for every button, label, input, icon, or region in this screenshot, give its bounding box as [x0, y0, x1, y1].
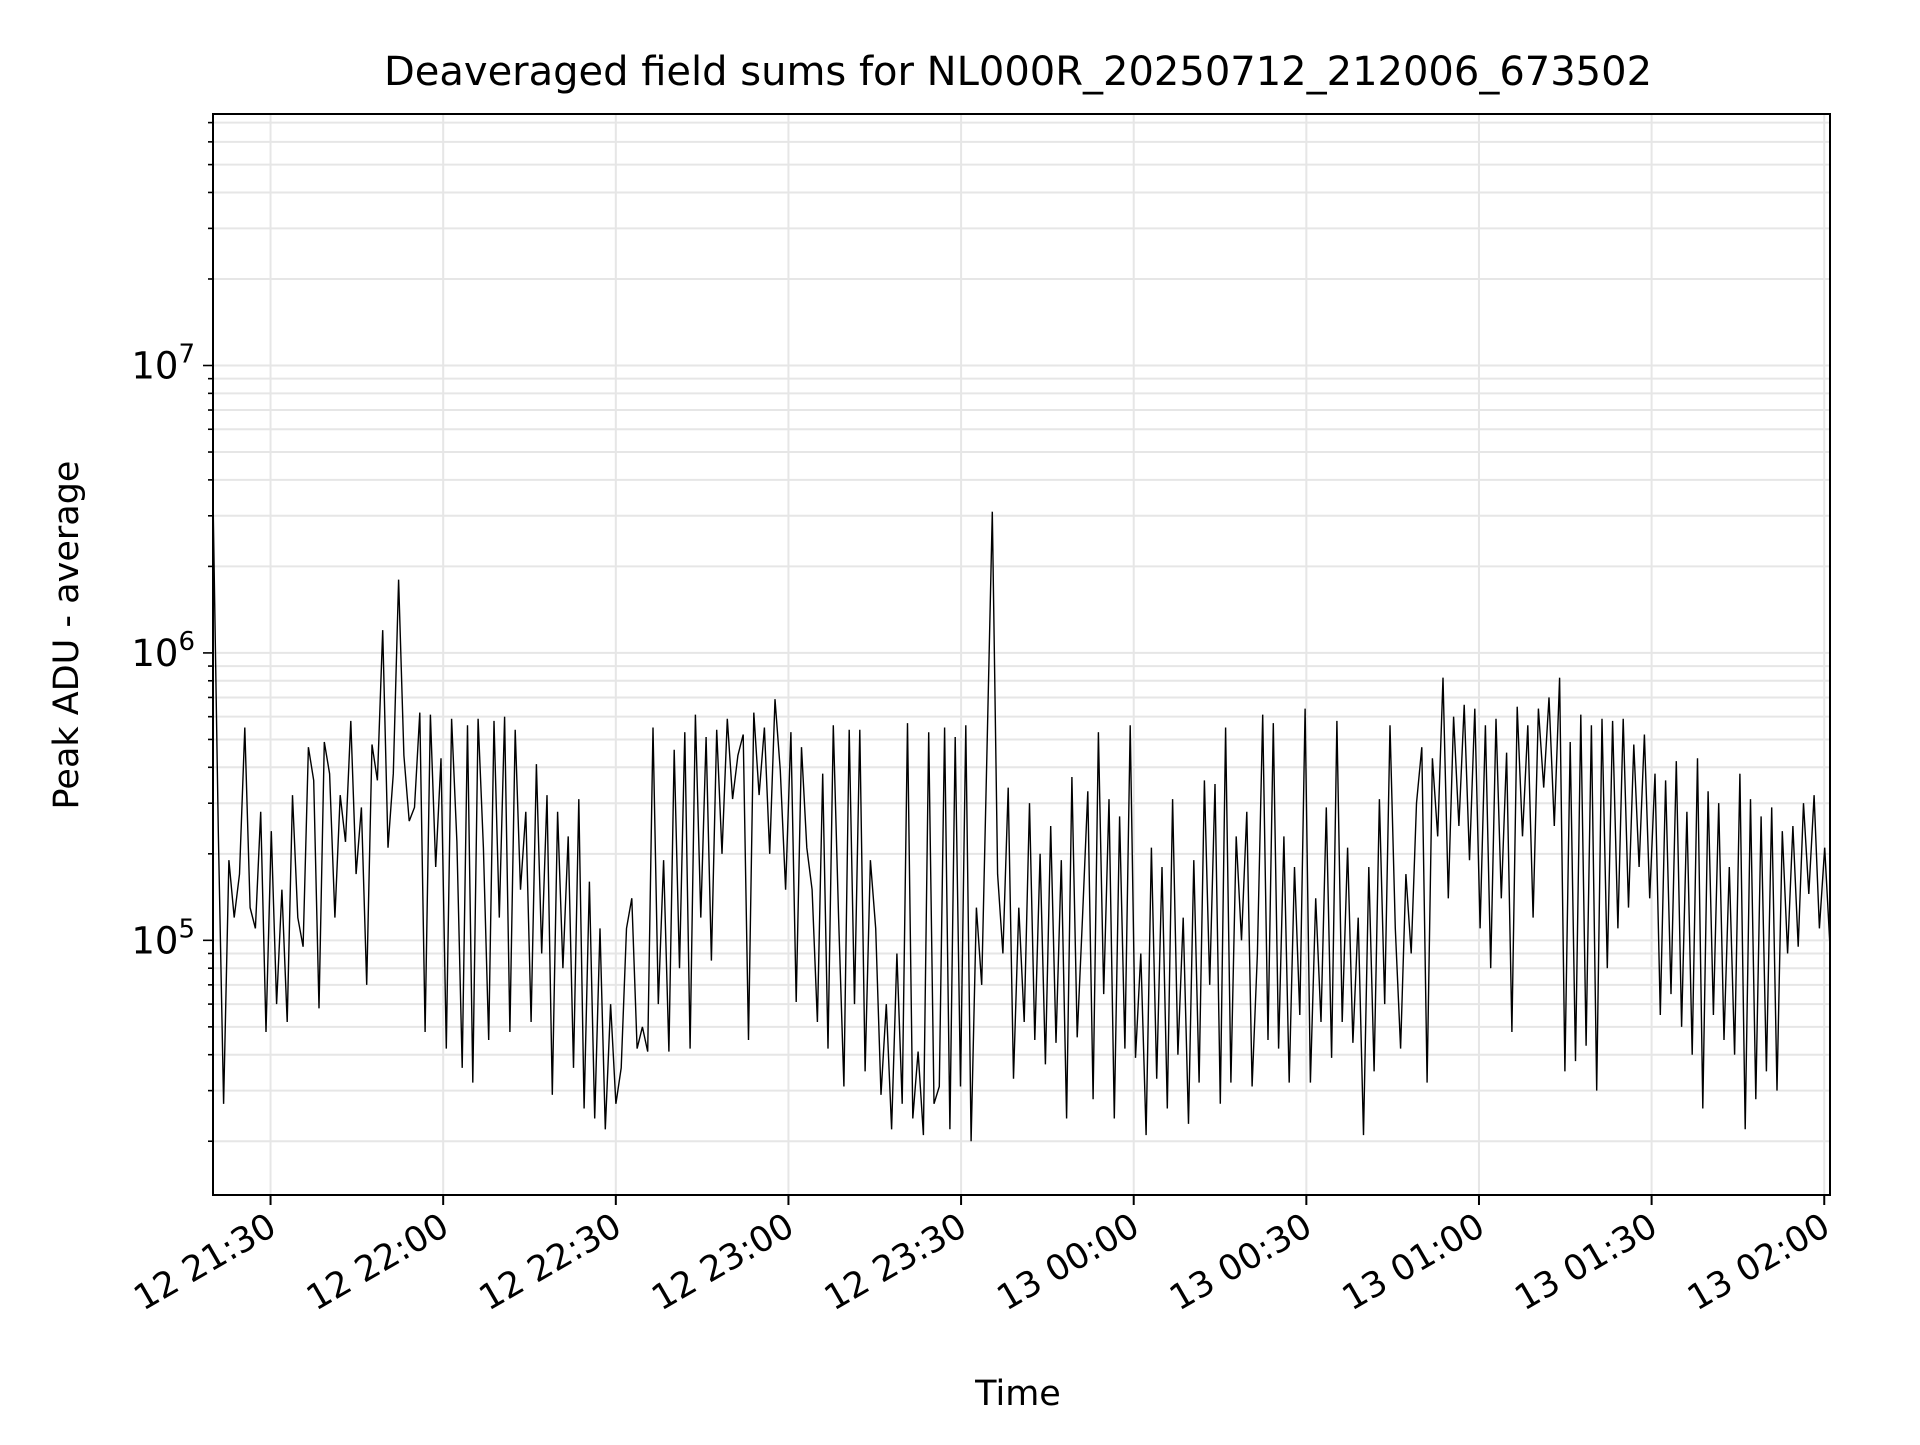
y-tick-label: 106 [131, 627, 195, 675]
series-layer [212, 496, 1831, 1142]
grid-layer [213, 114, 1830, 1195]
y-axis-label: Peak ADU - average [47, 461, 87, 810]
chart-title: Deaveraged field sums for NL000R_2025071… [384, 49, 1652, 95]
y-tick-base: 10 [131, 919, 178, 962]
y-tick-label: 105 [131, 914, 195, 962]
series-line [212, 496, 1831, 1142]
y-tick-exponent: 6 [178, 627, 195, 657]
x-axis-label: Time [974, 1374, 1061, 1414]
y-tick-base: 10 [131, 345, 178, 388]
y-tick-exponent: 7 [178, 340, 195, 370]
y-tick-base: 10 [131, 632, 178, 675]
y-tick-label: 107 [131, 340, 195, 388]
y-tick-exponent: 5 [178, 914, 195, 944]
plot-frame [212, 113, 1831, 1196]
